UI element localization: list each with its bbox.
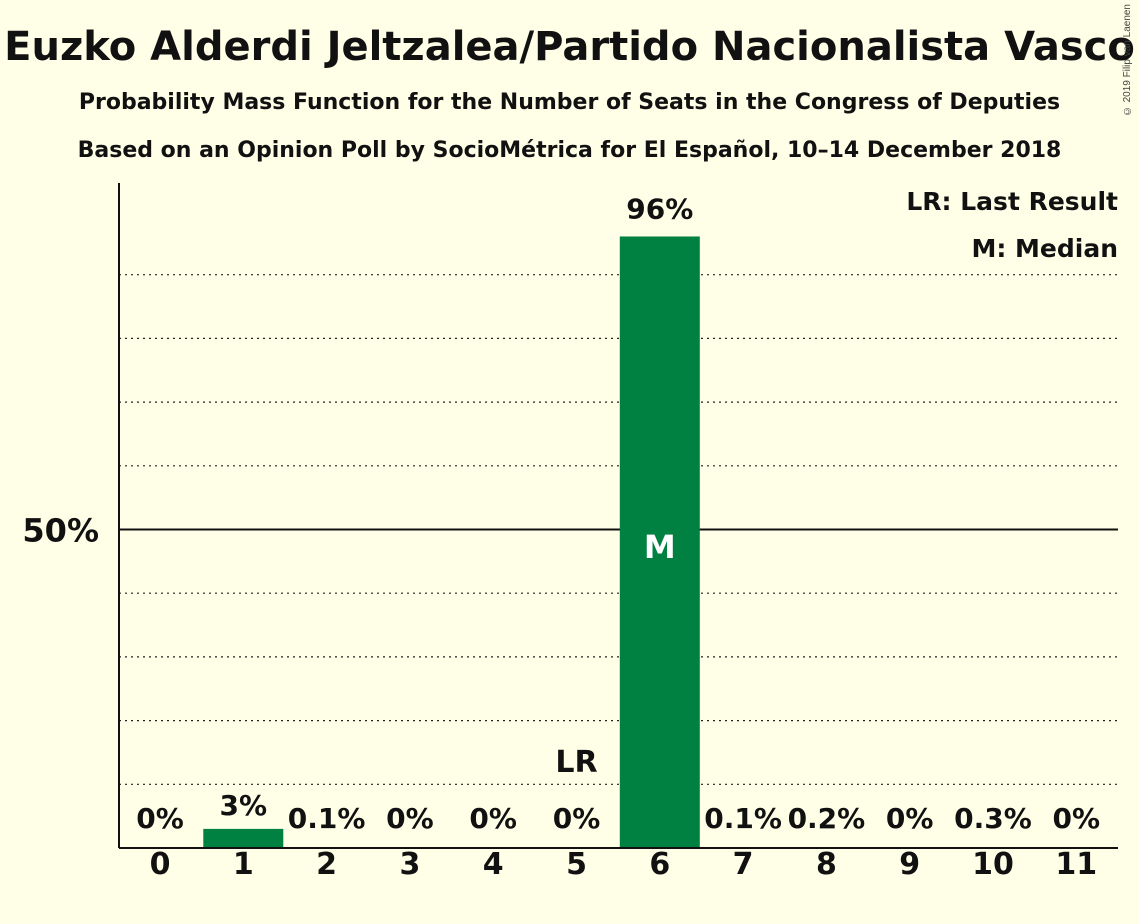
x-tick-label: 10: [972, 847, 1014, 882]
data-label: 0%: [136, 802, 184, 835]
data-label: 0%: [386, 802, 434, 835]
data-label: 0.1%: [704, 802, 782, 835]
data-label: 96%: [626, 192, 693, 225]
chart-subtitle-2: Based on an Opinion Poll by SocioMétrica…: [77, 138, 1062, 163]
x-tick-label: 0: [150, 847, 171, 882]
x-tick-label: 7: [733, 847, 754, 882]
data-label: 0.2%: [788, 802, 866, 835]
x-tick-label: 1: [233, 847, 254, 882]
x-tick-label: 11: [1055, 847, 1097, 882]
bar-seat-6: [619, 236, 700, 849]
data-label: 0%: [553, 802, 601, 835]
x-tick-label: 8: [816, 847, 837, 882]
median-marker: M: [644, 528, 676, 566]
data-label: 0%: [469, 802, 517, 835]
data-label: 0%: [1053, 802, 1101, 835]
x-tick-label: 5: [566, 847, 587, 882]
legend-last-result: LR: Last Result: [906, 187, 1118, 216]
data-label: 3%: [220, 789, 268, 822]
last-result-marker: LR: [555, 745, 597, 780]
bar-seat-1: [203, 828, 284, 848]
y-tick-label: 50%: [22, 512, 99, 550]
chart-title: Euzko Alderdi Jeltzalea/Partido Nacional…: [4, 24, 1135, 70]
legend-median: M: Median: [971, 234, 1118, 263]
x-tick-label: 3: [399, 847, 420, 882]
chart-subtitle-1: Probability Mass Function for the Number…: [78, 90, 1061, 115]
x-tick-label: 6: [649, 847, 670, 882]
data-label: 0%: [886, 802, 934, 835]
data-label: 0.1%: [288, 802, 366, 835]
x-tick-label: 9: [899, 847, 920, 882]
x-tick-label: 4: [483, 847, 504, 882]
data-label: 0.3%: [954, 802, 1032, 835]
x-tick-label: 2: [316, 847, 337, 882]
